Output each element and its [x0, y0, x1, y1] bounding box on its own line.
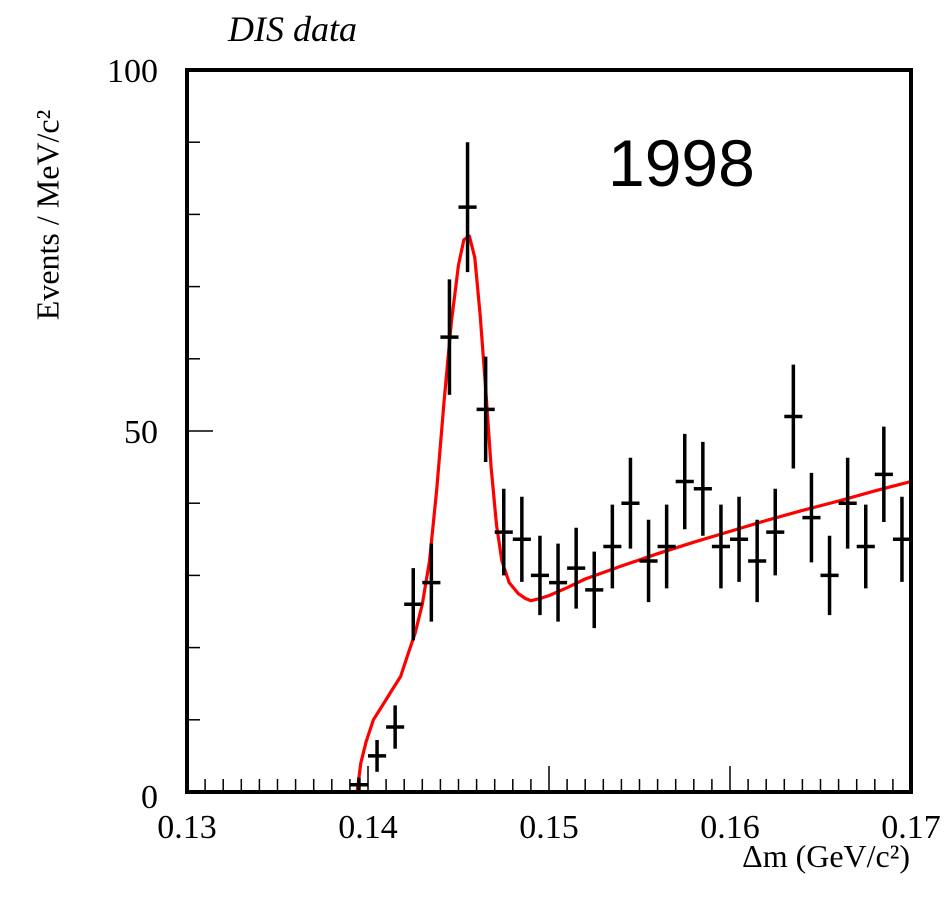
- data-point: [422, 543, 441, 622]
- data-point: [802, 472, 821, 563]
- data-point: [349, 777, 368, 792]
- data-point: [675, 433, 694, 530]
- data-point: [476, 356, 495, 463]
- y-tick-label: 100: [107, 53, 158, 90]
- data-point: [784, 364, 803, 469]
- tick-labels-layer: 0.13 0.14 0.15 0.16 0.17 0 50 100: [107, 53, 941, 846]
- x-tick-label: 0.15: [519, 809, 579, 846]
- data-point: [711, 504, 730, 589]
- data-point: [748, 519, 767, 603]
- data-point: [856, 504, 875, 589]
- x-tick-label: 0.17: [881, 809, 941, 846]
- x-tick-label: 0.14: [338, 809, 398, 846]
- y-axis-label: Events / MeV/c²: [29, 109, 66, 321]
- year-annotation: 1998: [608, 126, 755, 200]
- x-tick-label: 0.16: [700, 809, 760, 846]
- data-point: [404, 568, 423, 641]
- data-point: [639, 519, 658, 603]
- chart-title: DIS data: [228, 9, 357, 49]
- data-point: [458, 142, 477, 273]
- data-points-layer: [187, 142, 911, 794]
- data-point: [730, 496, 749, 582]
- data-point: [838, 457, 857, 549]
- data-point: [368, 740, 387, 772]
- y-tick-label: 50: [124, 414, 158, 451]
- data-point: [603, 504, 622, 589]
- data-point: [567, 527, 586, 609]
- data-point: [386, 705, 405, 749]
- data-point: [693, 441, 712, 536]
- data-point: [494, 488, 513, 576]
- y-tick-label: 0: [141, 779, 158, 816]
- data-point: [585, 551, 604, 629]
- plot-border: [185, 68, 913, 794]
- data-point: [549, 543, 568, 622]
- data-point: [766, 488, 785, 576]
- data-point: [820, 535, 839, 616]
- data-point: [874, 426, 893, 522]
- plot-frame: [185, 68, 913, 794]
- x-axis-label: Δm (GeV/c²): [742, 838, 910, 874]
- data-point: [530, 535, 549, 616]
- data-point: [621, 457, 640, 549]
- x-tick-label: 0.13: [157, 809, 217, 846]
- data-point: [892, 496, 911, 582]
- data-point: [657, 504, 676, 589]
- ticks-layer: [186, 69, 912, 793]
- fit-curve: [355, 234, 912, 793]
- data-point: [512, 496, 531, 582]
- data-point: [440, 279, 459, 395]
- fit-curve-layer: [355, 234, 912, 793]
